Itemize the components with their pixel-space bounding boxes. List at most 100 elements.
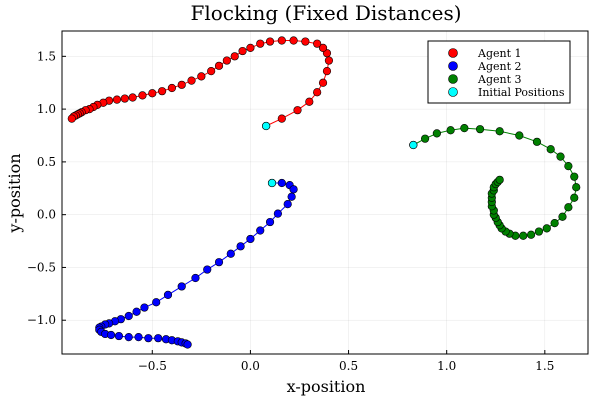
legend-marker [448, 87, 458, 97]
x-tick-label: −0.5 [138, 359, 167, 373]
data-point-agent-3 [475, 125, 485, 134]
data-point-agent-2 [144, 334, 153, 343]
data-point-agent-1 [197, 72, 206, 81]
data-point-agent-3 [546, 145, 555, 154]
series-agent-3 [409, 124, 581, 240]
y-tick-label: −0.5 [27, 260, 56, 274]
data-point-agent-2 [114, 331, 124, 341]
x-tick-label: 0.5 [339, 359, 358, 373]
data-point-agent-1 [265, 37, 275, 46]
data-point-agent-2 [154, 334, 163, 343]
data-point-agent-2 [226, 249, 235, 258]
data-point-agent-1 [324, 56, 334, 65]
data-point-agent-2 [132, 307, 141, 316]
data-point-agent-3 [420, 134, 430, 143]
data-point-agent-1 [289, 36, 298, 45]
data-point-initial-positions [409, 140, 418, 150]
data-point-agent-3 [542, 224, 551, 233]
data-point-agent-1 [207, 67, 216, 76]
data-point-agent-2 [106, 330, 116, 340]
data-point-agent-3 [572, 183, 581, 192]
x-tick-label: 1.0 [437, 359, 456, 373]
data-point-agent-1 [128, 93, 137, 102]
data-point-agent-1 [277, 114, 286, 123]
data-point-agent-3 [534, 227, 544, 236]
data-point-agent-2 [214, 258, 224, 267]
data-point-agent-1 [222, 56, 231, 65]
data-point-agent-1 [313, 39, 322, 48]
legend-marker [448, 61, 458, 71]
y-tick-label: 0.5 [37, 155, 56, 169]
data-point-agent-3 [495, 127, 504, 136]
data-point-agent-2 [277, 178, 286, 188]
legend-entry: Initial Positions [478, 86, 565, 99]
data-point-agent-3 [446, 126, 455, 135]
data-point-agent-2 [283, 200, 292, 209]
data-point-agent-1 [301, 37, 310, 46]
data-point-agent-1 [120, 94, 129, 103]
data-point-agent-1 [305, 97, 314, 106]
data-point-agent-1 [177, 80, 186, 89]
data-point-agent-1 [138, 91, 147, 100]
y-tick-label: −1.0 [27, 313, 56, 327]
data-point-agent-2 [140, 303, 149, 312]
data-point-agent-3 [558, 212, 567, 221]
x-axis-label: x-position [287, 377, 366, 396]
data-point-agent-1 [67, 114, 76, 123]
data-point-agent-1 [256, 39, 265, 48]
y-tick-label: 1.5 [37, 49, 56, 63]
series-agent-2 [95, 178, 298, 349]
legend-marker [448, 48, 458, 58]
data-point-agent-3 [519, 231, 528, 240]
data-point-agent-2 [246, 234, 255, 244]
data-point-agent-2 [236, 242, 245, 251]
legend-entry: Agent 2 [477, 60, 522, 73]
data-point-agent-2 [183, 340, 192, 349]
data-point-agent-1 [293, 106, 302, 115]
y-axis-label: y-position [5, 153, 24, 233]
data-point-agent-2 [191, 273, 200, 283]
plot-area [61, 30, 589, 355]
data-point-agent-3 [532, 137, 542, 146]
data-point-agent-3 [564, 203, 573, 212]
data-point-agent-1 [318, 43, 328, 52]
data-point-agent-1 [318, 78, 328, 87]
series-initial-positions [262, 121, 418, 188]
data-point-agent-1 [277, 36, 286, 45]
data-point-agent-3 [515, 131, 524, 140]
y-tick-label: 1.0 [37, 102, 56, 116]
data-point-agent-2 [203, 265, 212, 274]
data-point-agent-1 [246, 43, 255, 52]
data-point-agent-1 [157, 87, 167, 96]
data-point-agent-3 [526, 230, 536, 239]
data-point-agent-2 [256, 226, 265, 235]
data-point-agent-2 [124, 333, 133, 342]
data-point-agent-3 [495, 175, 504, 184]
data-point-agent-1 [112, 95, 122, 104]
data-point-agent-1 [148, 89, 157, 98]
data-point-agent-2 [152, 298, 161, 307]
data-point-agent-1 [167, 83, 177, 93]
data-point-agent-1 [214, 61, 224, 70]
legend-marker [448, 74, 458, 84]
data-point-agent-2 [124, 311, 133, 321]
data-point-agent-1 [230, 52, 239, 61]
axis-ticks: −0.5 0.0 0.5 1.0 1.5 −1.0 −0.5 0.0 0.5 1.0 1.5 [27, 49, 555, 373]
data-point-agent-3 [556, 152, 565, 161]
data-point-agent-3 [550, 219, 559, 228]
x-tick-label: 1.5 [535, 359, 554, 373]
series-layer [67, 36, 581, 349]
data-point-agent-2 [289, 185, 298, 194]
data-point-agent-2 [134, 333, 143, 342]
series-agent-1 [67, 36, 334, 131]
data-point-agent-2 [177, 282, 186, 291]
chart-title: Flocking (Fixed Distances) [190, 1, 461, 25]
data-point-agent-2 [163, 290, 173, 299]
data-point-agent-2 [265, 217, 275, 227]
data-point-agent-3 [570, 193, 579, 202]
data-point-agent-1 [238, 46, 247, 56]
data-point-initial-positions [262, 121, 271, 131]
data-point-agent-3 [564, 162, 573, 171]
x-tick-label: 0.0 [241, 359, 260, 373]
